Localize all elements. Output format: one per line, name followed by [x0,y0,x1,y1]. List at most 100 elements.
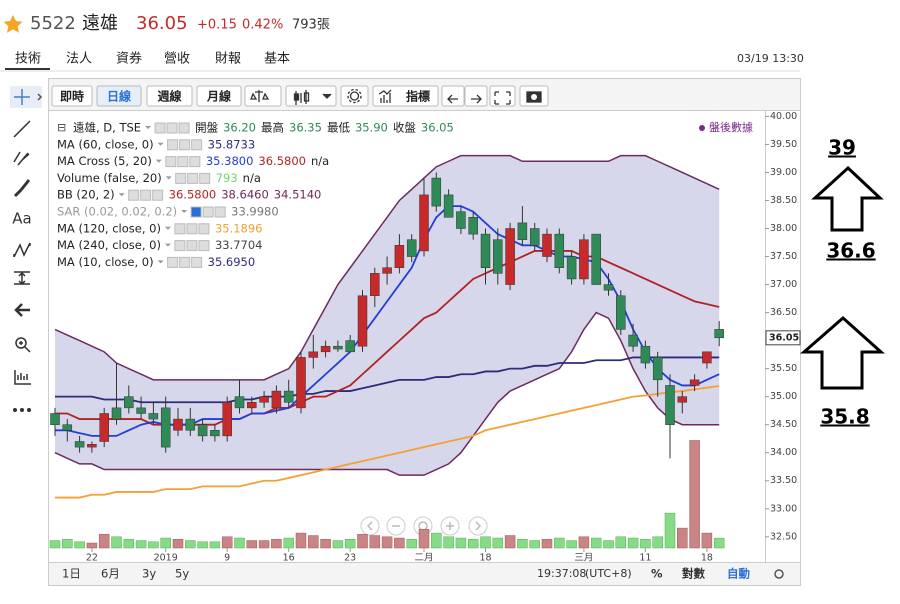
period-label: 日線 [107,89,131,104]
legend-icon[interactable] [174,223,186,235]
candle-body [74,441,85,448]
candle-body [689,379,700,386]
x-tick-label: 二月 [414,553,433,564]
scale-option[interactable]: % [651,567,663,581]
volume-bar [517,539,528,549]
candle-body [111,407,122,420]
legend-icon[interactable] [186,240,198,252]
legend-icon[interactable] [186,223,198,235]
legend-icon[interactable] [174,240,186,252]
price-tag-label: 36.05 [769,332,799,343]
y-tick-label: 37.00 [770,279,797,290]
undo-button[interactable] [441,85,465,107]
scale-option[interactable]: 自動 [727,567,750,581]
range-button[interactable]: 1日 [62,567,81,581]
legend-icon[interactable] [189,156,201,168]
chart-style-button[interactable] [285,85,337,107]
text-tool[interactable]: Aa [12,210,31,228]
legend-value: 34.5140 [274,188,322,202]
legend-dropdown[interactable] [157,260,164,264]
range-button[interactable]: 5y [175,567,189,581]
candle-body [296,357,306,409]
after-hours-label[interactable]: 盤後數據 [709,120,753,134]
fullscreen-button[interactable] [489,85,516,107]
legend-icon[interactable] [179,256,191,268]
bottom-settings[interactable] [774,569,784,579]
tab[interactable]: 營收 [164,52,190,67]
legend-icon[interactable] [187,172,199,184]
legend-icon[interactable] [128,189,140,201]
volume-bar [111,536,122,549]
legend-icon[interactable] [191,139,203,151]
legend-icon[interactable] [177,156,189,168]
period-button[interactable] [51,85,93,107]
y-tick-label: 33.00 [770,503,797,514]
candle-body [456,211,466,229]
legend-icon[interactable] [190,206,202,218]
timezone: (UTC+8) [585,567,632,580]
settings-button[interactable] [340,85,369,107]
tab[interactable]: 財報 [215,52,241,67]
legend-icon[interactable] [198,240,210,252]
volume-bar [578,536,590,549]
legend-dropdown[interactable] [145,126,152,129]
y-tick-label: 35.50 [770,363,797,374]
legend-icon[interactable] [214,206,226,218]
tab[interactable]: 法人 [66,52,92,67]
legend-dropdown[interactable] [164,243,171,247]
price-tag [765,330,801,346]
legend-dropdown[interactable] [165,176,172,180]
range-button[interactable]: 6月 [101,567,120,581]
favorite-star[interactable] [3,15,23,33]
tab[interactable]: 資券 [116,51,142,67]
volume-bar [418,529,430,549]
legend-icon[interactable] [140,189,152,201]
volume-bar [443,536,454,549]
tab[interactable]: 技術 [15,52,41,67]
legend-icon[interactable] [179,139,191,151]
more-tools[interactable] [13,408,31,412]
redo-button[interactable] [464,85,488,107]
volume-bar [283,537,294,549]
volume-bar [529,540,540,549]
legend-icon[interactable] [198,223,210,235]
period-button[interactable] [196,85,242,107]
legend-dropdown[interactable] [181,210,188,213]
legend-dropdown[interactable] [118,193,125,197]
legend-icon[interactable] [178,122,190,134]
moving-average-line [55,385,720,499]
collapse-icon: ⊟ [57,121,66,134]
legend-icon[interactable] [154,122,166,134]
volume-bar [406,539,417,549]
candle-body [603,284,614,291]
period-button[interactable] [96,85,142,107]
candle-body [529,228,540,246]
volume-bar [603,540,614,549]
legend-icon[interactable] [166,122,178,134]
sidebar-tools[interactable] [13,89,43,385]
legend-icon[interactable] [165,156,177,168]
legend-icon[interactable] [199,172,211,184]
compare-button[interactable] [244,85,282,107]
scale-option[interactable]: 對數 [682,567,705,581]
x-tick-label: 11 [639,553,651,564]
legend-icon[interactable] [167,139,179,151]
legend-icon[interactable] [191,256,203,268]
legend-value: 36.5800 [258,154,306,168]
legend-icon[interactable] [167,256,179,268]
volume-bar [467,539,479,549]
legend-icon[interactable] [152,189,164,201]
candle-body [345,340,355,353]
stock-name: 遠雄 [82,13,118,34]
legend-value: 35.3800 [206,154,254,168]
legend-icon[interactable] [175,172,187,184]
legend-dropdown[interactable] [157,142,164,146]
y-tick-label: 37.50 [770,251,797,262]
legend-dropdown[interactable] [155,159,162,163]
range-button[interactable]: 3y [142,567,156,581]
tab[interactable]: 基本 [264,52,290,67]
candle-body [173,418,183,431]
legend-dropdown[interactable] [164,226,171,230]
period-button[interactable] [146,85,193,107]
legend-icon[interactable] [202,206,214,218]
